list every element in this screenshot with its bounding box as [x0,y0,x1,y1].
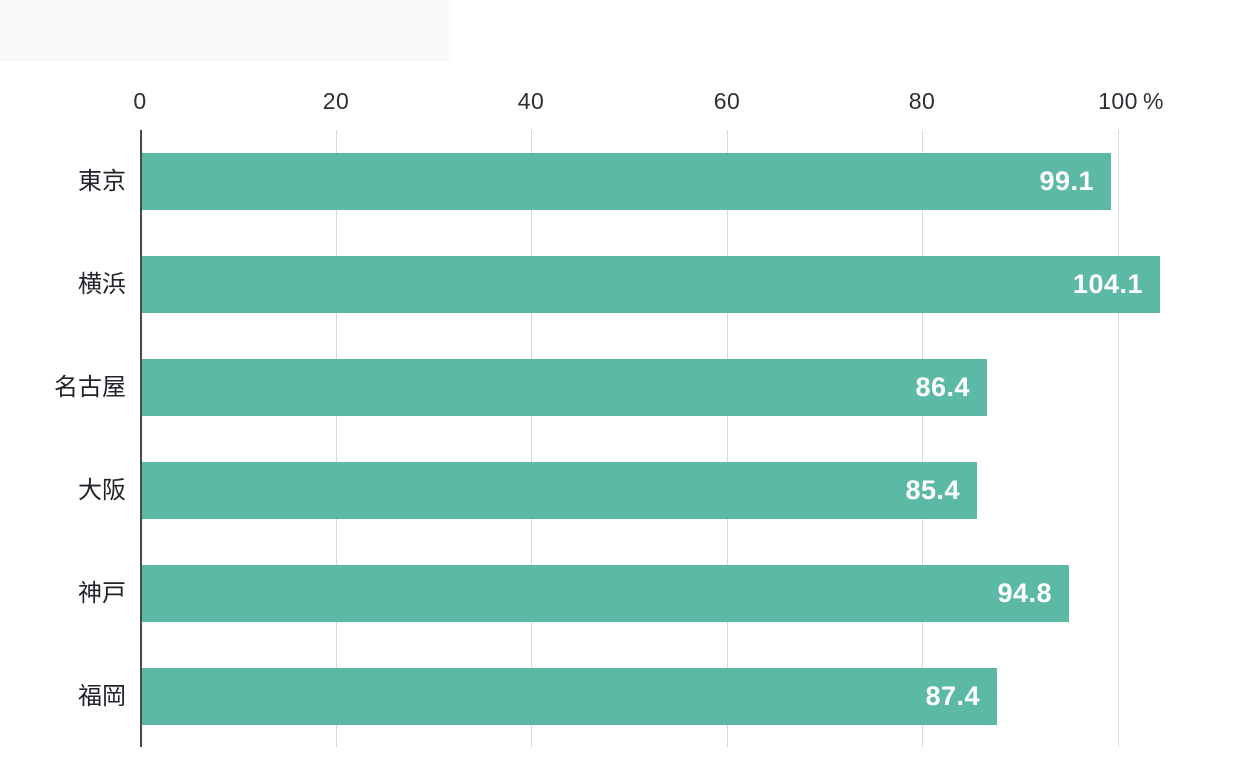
gridline [1118,130,1119,747]
x-axis-tick-label: 20 [322,88,350,114]
bar-value-label: 99.1 [1039,166,1094,196]
x-axis-tick-label: 0 [133,88,147,114]
category-label: 名古屋 [54,374,126,401]
bar: 87.4 [142,668,997,725]
gridline [336,130,337,747]
bar-value-label: 86.4 [915,372,970,402]
category-label: 東京 [78,168,126,195]
bar-value-label: 85.4 [905,475,960,505]
category-label: 大阪 [78,477,126,504]
percent-unit-label: % [1143,88,1164,114]
bar-value-label: 104.1 [1072,269,1143,299]
axis-line [140,130,142,747]
bar-value-label: 87.4 [925,681,980,711]
category-label: 横浜 [78,271,126,298]
bar: 85.4 [142,462,977,519]
category-label: 神戸 [78,580,126,607]
bar-value-label: 94.8 [997,578,1052,608]
background-tint [0,0,452,62]
bar: 94.8 [142,565,1069,622]
bar: 104.1 [142,256,1160,313]
x-axis-tick-label: 100 [1098,88,1138,114]
bar: 86.4 [142,359,987,416]
bar: 99.1 [142,153,1111,210]
category-label: 福岡 [78,683,126,710]
gridline [531,130,532,747]
x-axis-tick-label: 60 [713,88,741,114]
gridline [922,130,923,747]
gridline [727,130,728,747]
x-axis-tick-label: 80 [908,88,936,114]
x-axis-tick-label: 40 [517,88,545,114]
